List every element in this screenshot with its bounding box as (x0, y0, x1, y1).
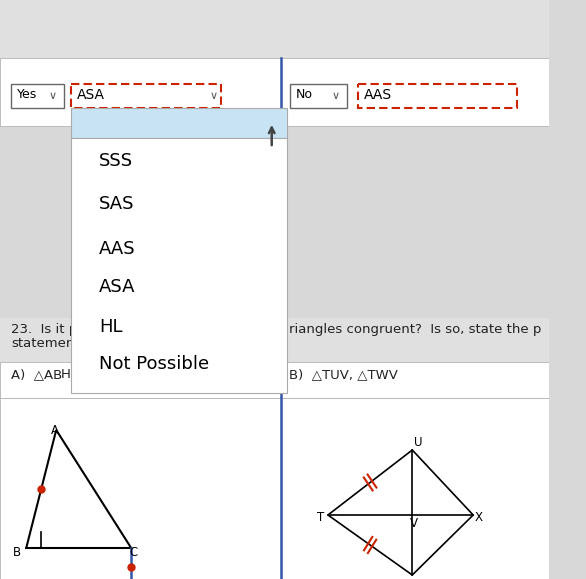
Text: HL: HL (61, 368, 78, 381)
Text: ASA: ASA (77, 88, 105, 102)
Text: ASA: ASA (99, 278, 136, 296)
FancyBboxPatch shape (281, 398, 549, 579)
Text: 23.  Is it p: 23. Is it p (11, 323, 77, 336)
Text: riangles congruent?  Is so, state the p: riangles congruent? Is so, state the p (288, 323, 541, 336)
FancyBboxPatch shape (0, 318, 281, 362)
Text: T: T (316, 511, 324, 524)
Text: Yes: Yes (17, 88, 37, 101)
FancyBboxPatch shape (358, 84, 517, 108)
FancyBboxPatch shape (71, 138, 287, 393)
Text: SSS: SSS (99, 152, 134, 170)
Text: U: U (414, 436, 423, 449)
Text: statement: statement (11, 337, 80, 350)
Text: ∠A ≅ ∠D,AB ≅ DE,AC ≅ DF: ∠A ≅ ∠D,AB ≅ DE,AC ≅ DF (28, 65, 190, 78)
FancyBboxPatch shape (0, 362, 281, 398)
FancyBboxPatch shape (71, 108, 287, 138)
Text: V: V (410, 517, 417, 530)
Text: B: B (13, 546, 21, 559)
Text: HL: HL (99, 318, 123, 336)
Text: AAS: AAS (363, 88, 391, 102)
Text: ∨: ∨ (210, 91, 218, 101)
FancyBboxPatch shape (281, 318, 549, 362)
Text: A: A (50, 424, 59, 437)
FancyBboxPatch shape (11, 84, 64, 108)
Text: B)  △TUV, △TWV: B) △TUV, △TWV (288, 368, 397, 381)
FancyBboxPatch shape (0, 0, 549, 58)
Text: X: X (475, 511, 483, 524)
Text: A): A) (11, 65, 32, 78)
FancyBboxPatch shape (0, 58, 549, 126)
Text: A)  △AB: A) △AB (11, 368, 63, 381)
FancyBboxPatch shape (291, 84, 347, 108)
FancyBboxPatch shape (71, 84, 221, 108)
Text: SAS: SAS (99, 195, 135, 213)
Text: B)  ∠B ≅ ∠E,∠C ≅ ∠F,AC ≅ D: B) ∠B ≅ ∠E,∠C ≅ ∠F,AC ≅ D (288, 65, 465, 78)
Text: No: No (296, 88, 313, 101)
Text: ∨: ∨ (332, 91, 340, 101)
FancyBboxPatch shape (281, 362, 549, 398)
Text: AAS: AAS (99, 240, 136, 258)
FancyBboxPatch shape (0, 398, 281, 579)
Text: reasoning.: reasoning. (11, 28, 81, 41)
Text: C: C (130, 546, 138, 559)
Text: 22.  Tell whether you can use the given information to determine w: 22. Tell whether you can use the given i… (11, 10, 461, 23)
Text: ∨: ∨ (49, 91, 57, 101)
Text: Not Possible: Not Possible (99, 355, 209, 373)
